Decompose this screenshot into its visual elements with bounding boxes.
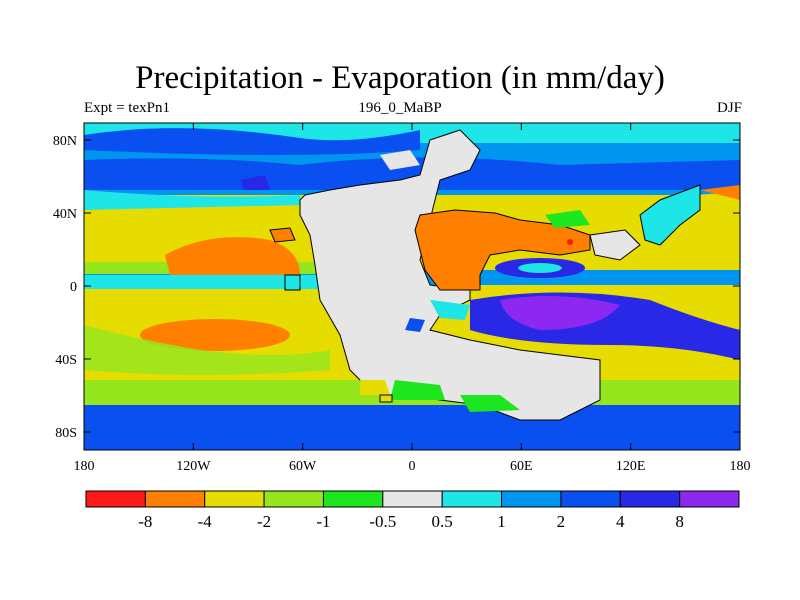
experiment-label: Expt = texPn1 [84, 100, 170, 116]
colorbar-label: -8 [138, 512, 152, 531]
lon-tick-label: 0 [409, 459, 416, 474]
lat-tick-label: 40S [55, 353, 77, 368]
colorbar-box [679, 490, 740, 508]
colorbar-label: -4 [198, 512, 213, 531]
colorbar-label: -1 [316, 512, 330, 531]
colorbar-label: 4 [616, 512, 625, 531]
colorbar-box [204, 490, 265, 508]
colorbar-label: 0.5 [432, 512, 453, 531]
lon-tick-label: 60E [510, 459, 533, 474]
colorbar-box [441, 490, 503, 508]
pangea-land [299, 129, 601, 421]
time-label: 196_0_MaBP [358, 100, 442, 116]
colorbar-box [619, 490, 681, 508]
lat-tick-label: 40N [53, 207, 77, 222]
colorbar-label: 2 [557, 512, 566, 531]
colorbar-box [560, 490, 621, 508]
colorbar-label: 8 [675, 512, 684, 531]
colorbar: -8 -4 -2 -1 -0.5 0.5 1 2 4 8 [85, 490, 740, 531]
asia-landmass [414, 209, 591, 291]
colorbar-label: -2 [257, 512, 271, 531]
latitude-axis: 80N 40N 0 40S 80S [53, 134, 740, 441]
colorbar-label: -0.5 [369, 512, 396, 531]
lat-tick-label: 80N [53, 134, 77, 149]
longitude-axis: 180 120W 60W 0 60E 120E 180 [74, 123, 751, 474]
lat-tick-label: 80S [55, 426, 77, 441]
colorbar-box [382, 490, 443, 508]
colorbar-label: 1 [497, 512, 506, 531]
plot-title: Precipitation - Evaporation (in mm/day) [135, 60, 665, 96]
lon-tick-label: 180 [730, 459, 751, 474]
colorbar-box [263, 490, 324, 508]
colorbar-box [322, 490, 384, 508]
lat-tick-label: 0 [70, 280, 77, 295]
season-label: DJF [716, 100, 742, 116]
lon-tick-label: 120W [176, 459, 211, 474]
colorbar-box [501, 490, 562, 508]
lon-tick-label: 120E [616, 459, 646, 474]
lon-tick-label: 180 [74, 459, 95, 474]
colorbar-box [85, 490, 146, 508]
map-field [84, 123, 740, 450]
lon-tick-label: 60W [289, 459, 317, 474]
colorbar-box [144, 490, 206, 508]
